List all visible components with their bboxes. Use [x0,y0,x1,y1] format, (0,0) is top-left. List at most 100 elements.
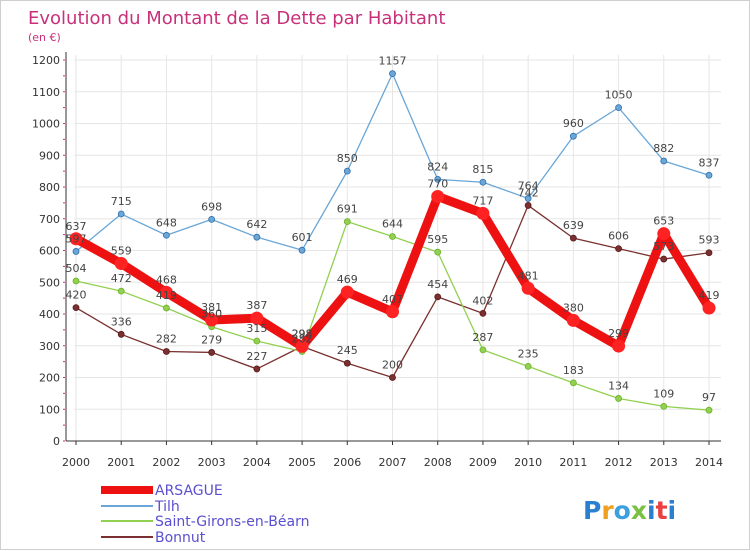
y-tick-label: 1200 [32,54,60,67]
data-point-saint-girons-en-bearn [389,233,396,240]
series [69,70,716,414]
proxiti-logo: Proxiti [583,496,676,525]
data-point-bonnut [434,293,442,301]
y-tick-label: 900 [39,149,60,162]
data-point-arsague [295,339,309,353]
data-point-bonnut [479,309,487,317]
data-label-bonnut: 298 [292,327,313,340]
data-point-bonnut [208,349,216,356]
data-point-tilh [615,104,622,112]
data-label-tilh: 824 [427,160,448,173]
y-tick-label: 600 [39,245,60,258]
data-point-bonnut [163,348,170,355]
data-point-arsague [702,301,716,315]
data-label-arsague: 407 [382,293,403,306]
data-label-bonnut: 639 [563,219,584,232]
x-tick-label: 2013 [650,456,678,469]
data-label-saint-girons-en-bearn: 472 [111,272,132,285]
data-label-tilh: 597 [66,232,87,245]
data-labels: 420 336 282 279 227 298 245 200 454 402 742 639 606 5… [66,55,720,405]
data-point-bonnut [343,359,351,367]
legend-label-arsague: ARSAGUE [155,483,223,499]
data-label-saint-girons-en-bearn: 644 [382,218,403,231]
data-point-saint-girons-en-bearn [615,395,622,402]
x-tick-label: 2014 [695,456,723,469]
data-label-saint-girons-en-bearn: 595 [427,233,448,246]
data-point-bonnut [72,304,80,312]
y-tick-label: 500 [39,276,60,289]
data-label-bonnut: 282 [156,332,177,345]
x-tick-label: 2007 [379,456,407,469]
data-point-saint-girons-en-bearn [72,277,80,285]
data-label-saint-girons-en-bearn: 235 [518,347,539,360]
data-point-tilh [569,132,577,140]
data-point-arsague [250,311,264,325]
data-point-tilh [524,195,532,202]
x-tick-label: 2005 [288,456,316,469]
data-point-tilh [705,171,713,179]
data-label-saint-girons-en-bearn: 282 [292,332,313,345]
data-label-bonnut: 420 [66,289,87,302]
data-point-arsague [205,313,219,327]
data-label-saint-girons-en-bearn: 97 [702,391,716,404]
data-point-tilh [660,157,668,165]
data-label-arsague: 299 [608,327,629,340]
data-point-bonnut [660,255,668,263]
x-tick-label: 2008 [424,456,452,469]
data-label-tilh: 815 [472,163,493,176]
data-label-bonnut: 200 [382,359,403,372]
data-label-tilh: 882 [653,142,674,155]
data-point-tilh [253,233,261,241]
x-tick-label: 2001 [107,456,135,469]
y-tick-label: 0 [53,435,60,448]
data-label-tilh: 715 [111,195,132,208]
data-point-bonnut [615,245,622,252]
data-label-arsague: 637 [66,220,87,233]
x-tick-label: 2006 [333,456,361,469]
data-point-tilh [434,175,442,183]
chart-subtitle: (en €) [28,31,61,44]
data-label-saint-girons-en-bearn: 109 [653,387,674,400]
y-tick-label: 300 [39,340,60,353]
data-point-saint-girons-en-bearn [705,406,713,414]
x-tick-label: 2002 [152,456,180,469]
data-point-arsague [612,339,626,353]
data-point-arsague [386,305,399,319]
data-point-tilh [163,231,170,239]
data-label-tilh: 764 [518,179,539,192]
x-tick-label: 2011 [559,456,587,469]
x-tick-label: 2004 [243,456,271,469]
x-tick-label: 2003 [198,456,226,469]
y-tick-label: 1000 [32,118,60,131]
data-label-saint-girons-en-bearn: 691 [337,203,358,216]
data-point-tilh [208,215,216,223]
data-point-arsague [431,190,445,204]
data-point-tilh [72,248,80,255]
data-label-arsague: 653 [653,215,674,228]
data-label-bonnut: 606 [608,230,629,243]
data-label-arsague: 298 [292,327,313,340]
data-label-tilh: 648 [156,216,177,229]
data-label-tilh: 850 [337,152,358,165]
data-label-tilh: 698 [201,200,222,213]
data-point-arsague [657,227,671,241]
data-label-saint-girons-en-bearn: 134 [608,379,629,392]
data-point-saint-girons-en-bearn [163,304,170,312]
data-label-arsague: 380 [563,301,584,314]
legend-label-bonnut: Bonnut [155,530,206,546]
data-point-arsague [159,285,173,299]
data-point-saint-girons-en-bearn [343,218,351,226]
data-point-tilh [343,167,351,175]
data-point-saint-girons-en-bearn [479,346,487,354]
data-label-arsague: 468 [156,273,177,286]
x-tick-label: 2012 [605,456,633,469]
data-label-bonnut: 742 [518,186,539,199]
data-point-bonnut [524,202,532,209]
data-point-tilh [117,210,125,218]
chart-title: Evolution du Montant de la Dette par Hab… [28,8,445,29]
data-label-arsague: 481 [518,269,539,282]
data-point-saint-girons-en-bearn [117,287,125,295]
x-tick-label: 2010 [514,456,542,469]
